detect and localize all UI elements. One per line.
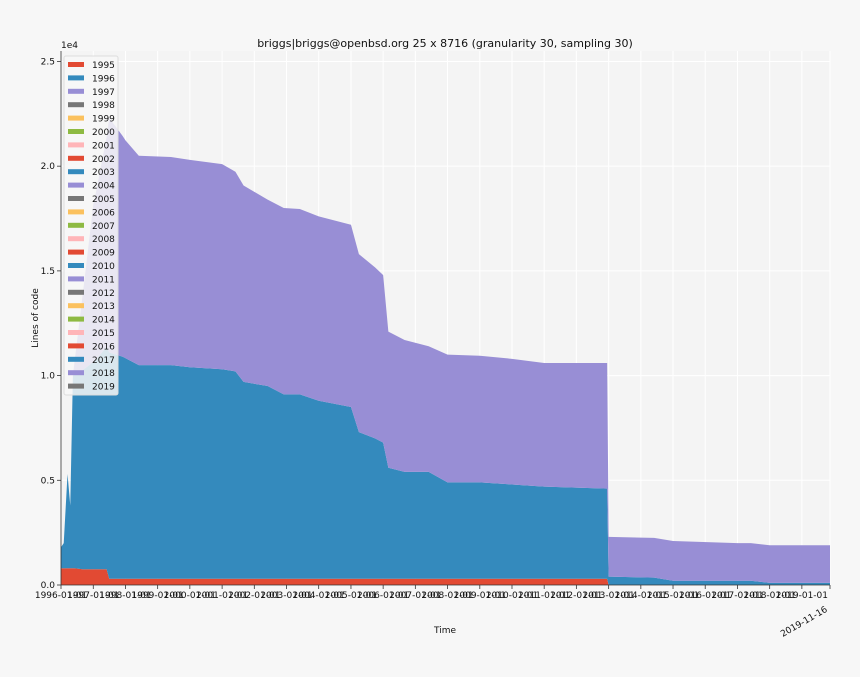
legend-label: 1998 (92, 101, 115, 111)
area-series-1997 (61, 118, 830, 583)
x-tick-label: 2003-01-01 (260, 591, 312, 601)
legend-swatch (68, 236, 84, 242)
x-tick-label: 2000-01-01 (164, 591, 216, 601)
legend-swatch (68, 169, 84, 175)
legend-swatch (68, 102, 84, 108)
area-series-1995 (61, 568, 830, 585)
legend-swatch (68, 330, 84, 335)
legend-label: 2017 (92, 356, 115, 366)
x-tick-label: 2010-01-01 (486, 591, 538, 601)
legend-label: 2000 (92, 128, 115, 138)
y-axis-label: Lines of code (31, 288, 41, 348)
legend-label: 2007 (92, 222, 115, 232)
legend-label: 2018 (92, 369, 115, 379)
legend-swatch (68, 222, 84, 228)
legend-label: 2004 (92, 182, 115, 192)
chart-title: briggs|briggs@openbsd.org 25 x 8716 (gra… (257, 37, 633, 50)
area-layers (61, 118, 830, 585)
legend-box (63, 55, 119, 396)
legend-swatch (68, 249, 84, 255)
legend-swatch (68, 316, 84, 322)
legend-label: 2008 (92, 235, 115, 245)
legend-label: 2010 (92, 262, 115, 272)
x-tick-label: 2004-01-01 (293, 591, 345, 601)
x-tick-label: 2002-01-01 (228, 591, 280, 601)
x-tick-label: 1999-01-01 (131, 591, 183, 601)
legend: 1995 1996 1997 1998 1999 2000 2001 2002 2003 2004… (63, 55, 119, 396)
legend-swatch (68, 142, 84, 148)
x-axis-label: Time (433, 626, 456, 636)
legend-swatch (68, 209, 84, 215)
x-tick-label: 2019-11-16 (779, 605, 830, 640)
y-axis: 0.0 0.5 1.0 1.5 2.0 2.5 (41, 51, 62, 591)
x-tick-label: 1998-01-01 (99, 591, 151, 601)
legend-label: 1996 (92, 74, 115, 84)
legend-label: 2002 (92, 155, 115, 165)
x-tick-label: 2013-01-01 (582, 591, 634, 601)
legend-swatch (68, 182, 84, 188)
legend-swatch (68, 383, 84, 389)
legend-label: 2001 (92, 141, 115, 151)
legend-label: 2014 (92, 316, 115, 326)
y-tick-label: 0.0 (41, 581, 56, 591)
x-tick-label: 2008-01-01 (421, 591, 473, 601)
x-tick-label: 2012-01-01 (550, 591, 602, 601)
legend-label: 1995 (92, 61, 115, 71)
x-tick-label: 2018-01-01 (744, 591, 796, 601)
x-tick-label: 2014-01-01 (615, 591, 667, 601)
legend-label: 2013 (92, 302, 115, 312)
y-tick-label: 0.5 (41, 476, 55, 486)
legend-label: 1999 (92, 115, 115, 125)
x-tick-label: 2016-01-01 (679, 591, 731, 601)
legend-label: 2005 (92, 195, 115, 205)
x-tick-label: 2011-01-01 (518, 591, 570, 601)
legend-label: 2003 (92, 168, 115, 178)
legend-label: 1997 (92, 88, 115, 98)
legend-swatch (68, 263, 84, 268)
x-tick-label: 2005-01-01 (325, 591, 377, 601)
x-tick-label: 2017-01-01 (711, 591, 763, 601)
x-axis: 1996-01-011997-01-011998-01-011999-01-01… (35, 584, 831, 640)
legend-label: 2012 (92, 289, 115, 299)
legend-swatch (68, 62, 84, 67)
legend-swatch (68, 115, 84, 121)
y-tick-label: 1.0 (41, 372, 56, 382)
legend-swatch (68, 75, 84, 81)
y-tick-label: 2.5 (41, 57, 55, 67)
legend-swatch (68, 276, 84, 282)
x-tick-label: 1997-01-01 (67, 591, 119, 601)
x-tick-label: 1996-01-01 (35, 591, 87, 601)
x-tick-label: 2015-01-01 (647, 591, 699, 601)
x-tick-label: 2009-01-01 (454, 591, 506, 601)
legend-swatch (68, 155, 84, 161)
legend-swatch (68, 343, 84, 349)
legend-label: 2006 (92, 208, 115, 218)
legend-swatch (68, 356, 84, 362)
x-tick-label: 2006-01-01 (357, 591, 409, 601)
legend-swatch (68, 370, 84, 376)
legend-swatch (68, 129, 84, 134)
y-offset-label: 1e4 (61, 41, 78, 51)
x-tick-label: 2019-01-01 (776, 591, 828, 601)
legend-swatch (68, 196, 84, 201)
legend-swatch (68, 88, 84, 94)
legend-swatch (68, 289, 84, 295)
legend-label: 2016 (92, 342, 115, 352)
y-tick-label: 2.0 (41, 162, 56, 172)
y-tick-label: 1.5 (41, 267, 55, 277)
x-tick-label: 2001-01-01 (196, 591, 248, 601)
legend-label: 2009 (92, 249, 115, 259)
legend-label: 2019 (92, 383, 115, 393)
area-series-1996 (61, 346, 830, 585)
x-tick-label: 2007-01-01 (389, 591, 441, 601)
legend-swatch (68, 303, 84, 309)
legend-label: 2011 (92, 275, 115, 285)
legend-label: 2015 (92, 329, 115, 339)
